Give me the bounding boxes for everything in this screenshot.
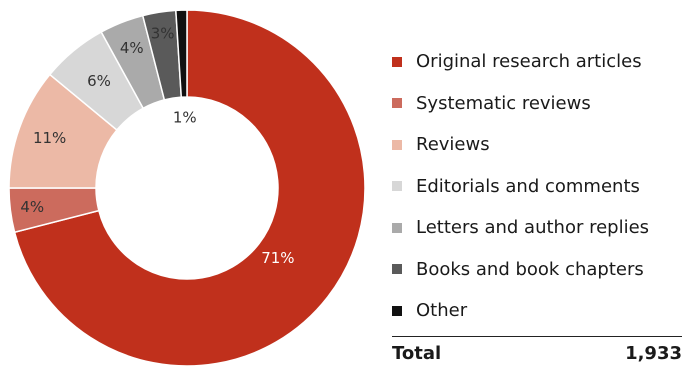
legend-label: Editorials and comments: [416, 175, 640, 197]
slice-label-books: 3%: [151, 24, 175, 42]
legend-swatch: [392, 305, 402, 316]
slice-label-editorials: 6%: [87, 72, 111, 90]
slice-label-systematic-reviews: 4%: [20, 198, 44, 216]
legend-item-other: Other: [392, 290, 682, 332]
legend-item-editorials: Editorials and comments: [392, 166, 682, 208]
slice-label-original-research: 71%: [261, 249, 294, 267]
legend-label: Original research articles: [416, 51, 642, 73]
legend-swatch: [392, 181, 402, 192]
legend-label: Systematic reviews: [416, 92, 591, 114]
legend-item-letters: Letters and author replies: [392, 207, 682, 249]
donut-value-labels: 71% 4% 11% 6% 4% 3% 1%: [20, 24, 294, 267]
total-label: Total: [392, 342, 442, 364]
legend-swatch: [392, 222, 402, 233]
slice-label-letters: 4%: [120, 39, 144, 57]
slice-label-reviews: 11%: [33, 129, 66, 147]
legend-swatch: [392, 139, 402, 150]
legend-item-books: Books and book chapters: [392, 249, 682, 291]
total-value: 1,933: [625, 342, 682, 364]
total-row: Total 1,933: [392, 336, 682, 369]
legend: Original research articles Systematic re…: [392, 41, 682, 332]
slice-original-research: [13, 9, 366, 367]
legend-label: Letters and author replies: [416, 217, 650, 239]
legend-swatch: [392, 56, 402, 67]
legend-label: Books and book chapters: [416, 258, 644, 280]
legend-item-original-research: Original research articles: [392, 41, 682, 83]
slice-other: [175, 9, 188, 98]
legend-swatch: [392, 98, 402, 109]
legend-item-reviews: Reviews: [392, 124, 682, 166]
legend-item-systematic-reviews: Systematic reviews: [392, 83, 682, 125]
slice-label-other: 1%: [173, 109, 197, 127]
legend-label: Other: [416, 300, 468, 322]
legend-swatch: [392, 264, 402, 275]
donut-slices: [8, 9, 366, 367]
legend-label: Reviews: [416, 134, 490, 156]
